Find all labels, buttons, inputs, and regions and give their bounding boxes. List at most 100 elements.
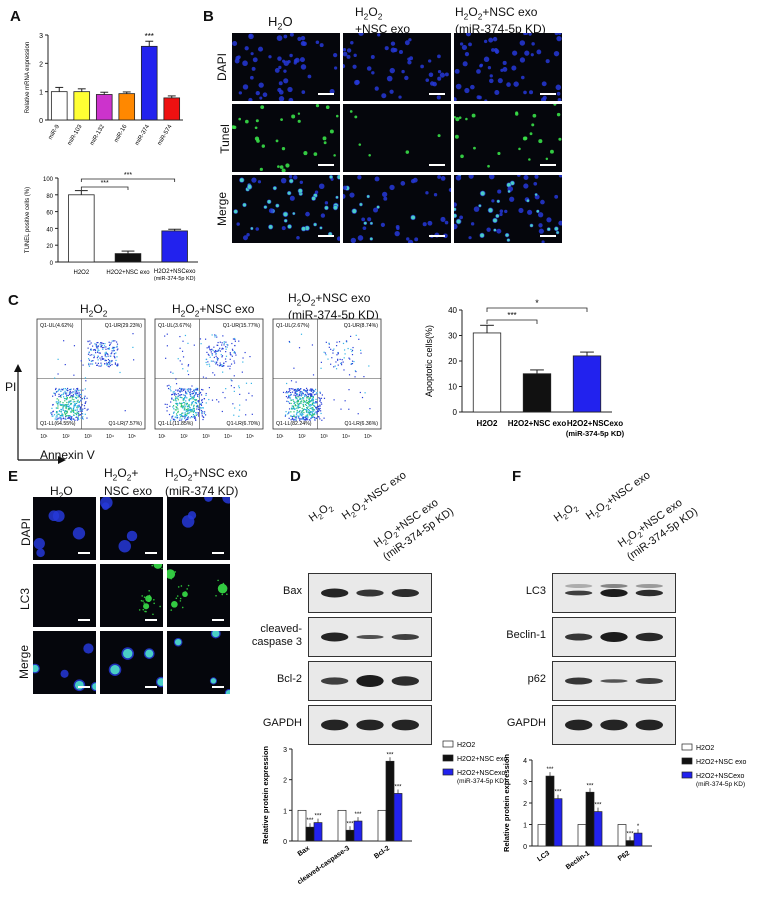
- y-tick-label: 60: [46, 211, 53, 217]
- event-dot: [320, 401, 322, 404]
- nucleus-dot: [318, 183, 325, 190]
- event-dot: [193, 396, 195, 398]
- scale-bar: [78, 552, 90, 554]
- event-dot: [297, 399, 299, 401]
- event-dot: [307, 409, 310, 411]
- blot-beclin-1: [552, 617, 676, 657]
- nucleus-dot: [407, 239, 414, 243]
- nucleus-dot: [373, 207, 379, 213]
- signal-dot: [279, 165, 284, 169]
- category-label: H2O2+NSCexo: [154, 269, 196, 275]
- event-dot: [106, 364, 108, 366]
- nucleus-dot: [527, 209, 533, 215]
- event-dot: [311, 400, 313, 402]
- event-dot: [335, 345, 338, 347]
- nucleus-dot: [60, 669, 69, 678]
- event-dot: [215, 355, 217, 357]
- nucleus-dot: [305, 211, 310, 217]
- nucleus-dot: [470, 84, 475, 90]
- nucleus-dot: [259, 96, 263, 100]
- event-dot: [73, 404, 75, 406]
- event-dot: [177, 393, 179, 395]
- event-dot: [50, 412, 52, 414]
- event-dot: [294, 419, 297, 421]
- event-dot: [337, 358, 339, 360]
- event-dot: [289, 389, 291, 391]
- signal-dot: [337, 175, 340, 180]
- event-dot: [185, 419, 187, 421]
- event-dot: [288, 395, 290, 397]
- event-dot: [200, 343, 202, 345]
- nucleus-dot: [248, 33, 252, 38]
- event-dot: [174, 392, 176, 394]
- event-dot: [60, 396, 62, 398]
- event-dot: [348, 357, 350, 359]
- event-dot: [225, 355, 228, 357]
- event-dot: [68, 407, 71, 409]
- event-dot: [331, 357, 333, 359]
- event-dot: [319, 404, 321, 406]
- micrograph-tunel-col-3: [454, 104, 562, 172]
- quadrant-ul-label: Q1-UL(2.67%): [276, 323, 310, 329]
- event-dot: [74, 412, 76, 415]
- event-dot: [74, 403, 76, 405]
- nucleus-dot: [554, 194, 559, 199]
- lc3-speckle: [187, 584, 190, 587]
- event-dot: [342, 342, 345, 345]
- nucleus-dot: [406, 237, 410, 241]
- micrograph-dapi-col-1: [33, 497, 96, 560]
- event-dot: [212, 360, 214, 362]
- event-dot: [184, 334, 187, 337]
- event-dot: [225, 388, 227, 390]
- event-dot: [294, 417, 296, 419]
- micrograph-dapi-col-1: [232, 33, 340, 101]
- bar-p62-series-1: [625, 840, 635, 847]
- lc3-speckle: [181, 606, 184, 609]
- event-dot: [77, 415, 80, 417]
- event-dot: [194, 398, 196, 401]
- event-dot: [300, 333, 303, 335]
- event-dot: [244, 351, 246, 354]
- event-dot: [188, 411, 190, 413]
- blot-label-gapdh: GAPDH: [262, 717, 302, 729]
- nucleus-dot: [437, 175, 441, 179]
- event-dot: [296, 390, 298, 392]
- event-dot: [225, 346, 227, 348]
- event-dot: [225, 341, 227, 343]
- event-dot: [288, 391, 290, 393]
- event-dot: [184, 394, 186, 397]
- event-dot: [316, 417, 318, 419]
- event-dot: [63, 392, 65, 394]
- event-dot: [229, 358, 231, 360]
- event-dot: [180, 406, 182, 408]
- signal-dot: [292, 212, 295, 215]
- nucleus-dot: [334, 66, 338, 70]
- event-dot: [64, 404, 66, 406]
- event-dot: [64, 414, 67, 416]
- event-dot: [195, 399, 198, 401]
- panel-f-col-2: H2O2+NSC exo: [583, 469, 653, 523]
- event-dot: [323, 351, 325, 353]
- event-dot: [61, 414, 63, 417]
- event-dot: [187, 409, 189, 411]
- event-dot: [229, 368, 231, 370]
- event-dot: [101, 342, 103, 344]
- event-dot: [296, 393, 299, 395]
- event-dot: [173, 408, 175, 410]
- lc3-speckle: [142, 600, 144, 602]
- event-dot: [192, 407, 195, 409]
- event-dot: [67, 408, 69, 410]
- flow-axis-arrows: [14, 364, 66, 464]
- event-dot: [60, 394, 62, 397]
- event-dot: [174, 394, 176, 396]
- signal-dot: [369, 237, 373, 241]
- event-dot: [210, 360, 212, 362]
- event-dot: [211, 399, 214, 401]
- event-dot: [310, 417, 312, 419]
- quadrant-ll-label: Q1-LL(11.85%): [158, 421, 193, 427]
- event-dot: [295, 381, 297, 383]
- signal-dot: [143, 603, 150, 610]
- event-dot: [307, 406, 309, 408]
- event-dot: [313, 405, 315, 407]
- event-dot: [288, 417, 290, 419]
